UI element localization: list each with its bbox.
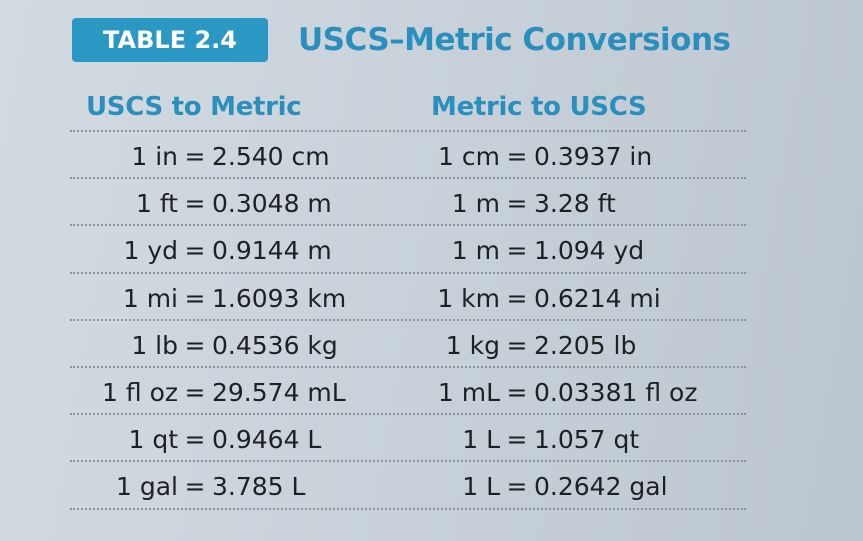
source-unit: 1 L (462, 425, 500, 455)
source-unit: 1 m (451, 236, 500, 266)
source-unit: 1 L (462, 472, 500, 502)
source-unit: 1 ft (135, 189, 178, 219)
converted-value: 3.785 L (212, 472, 306, 502)
equals-sign: = (184, 378, 206, 407)
column-header-uscs-to-metric: USCS to Metric (86, 92, 302, 122)
table-row: 1 in = 2.540 cm 1 cm = 0.3937 in (0, 142, 863, 188)
equals-sign: = (506, 236, 528, 266)
converted-value: 0.9464 L (212, 425, 322, 455)
row-divider (70, 177, 746, 180)
table-title: USCS–Metric Conversions (298, 22, 731, 58)
row-divider (70, 318, 746, 321)
converted-value: 0.6214 mi (534, 283, 661, 313)
uscs-to-metric-cell: 1 lb = 0.4536 kg (40, 330, 338, 360)
table-row: 1 fl oz = 29.574 mL 1 mL = 0.03381 fl oz (0, 378, 863, 424)
table-header: TABLE 2.4 USCS–Metric Conversions (72, 18, 731, 62)
equals-sign: = (184, 330, 206, 360)
source-unit: 1 lb (131, 330, 178, 360)
table-row: 1 lb = 0.4536 kg 1 kg = 2.205 lb (0, 331, 863, 377)
converted-value: 0.3048 m (212, 189, 332, 219)
row-divider (70, 130, 746, 132)
converted-value: 29.574 mL (212, 378, 346, 407)
uscs-to-metric-cell: 1 qt = 0.9464 L (40, 425, 321, 454)
metric-to-uscs-cell: 1 km = 0.6214 mi (390, 283, 661, 313)
converted-value: 0.9144 m (212, 236, 332, 266)
column-header-metric-to-uscs: Metric to USCS (431, 92, 647, 122)
converted-value: 0.3937 in (534, 142, 653, 171)
uscs-to-metric-cell: 1 ft = 0.3048 m (40, 189, 332, 218)
source-unit: 1 kg (445, 330, 500, 360)
uscs-to-metric-cell: 1 in = 2.540 cm (40, 142, 330, 171)
converted-value: 1.6093 km (212, 283, 347, 313)
equals-sign: = (184, 472, 206, 502)
converted-value: 3.28 ft (534, 189, 616, 219)
equals-sign: = (184, 189, 206, 219)
uscs-to-metric-cell: 1 gal = 3.785 L (40, 472, 305, 501)
metric-to-uscs-cell: 1 m = 1.094 yd (390, 236, 644, 265)
metric-to-uscs-cell: 1 m = 3.28 ft (390, 189, 616, 218)
row-divider (70, 460, 746, 463)
uscs-to-metric-cell: 1 fl oz = 29.574 mL (40, 378, 346, 407)
metric-to-uscs-cell: 1 mL = 0.03381 fl oz (390, 378, 698, 407)
equals-sign: = (506, 330, 528, 360)
row-divider (70, 271, 746, 274)
source-unit: 1 cm (438, 142, 500, 171)
source-unit: 1 fl oz (102, 378, 178, 407)
converted-value: 1.057 qt (534, 425, 640, 455)
equals-sign: = (184, 236, 206, 266)
row-divider (70, 366, 746, 368)
equals-sign: = (506, 378, 528, 407)
equals-sign: = (506, 425, 528, 455)
converted-value: 2.540 cm (212, 142, 330, 171)
converted-value: 0.03381 fl oz (534, 378, 698, 407)
metric-to-uscs-cell: 1 L = 0.2642 gal (390, 472, 668, 502)
equals-sign: = (506, 283, 528, 313)
equals-sign: = (184, 142, 206, 171)
row-divider (70, 507, 746, 510)
equals-sign: = (506, 142, 528, 171)
table-row: 1 mi = 1.6093 km 1 km = 0.6214 mi (0, 284, 863, 330)
converted-value: 0.4536 kg (212, 330, 338, 360)
converted-value: 0.2642 gal (534, 472, 668, 502)
row-divider (70, 413, 746, 416)
source-unit: 1 gal (116, 472, 178, 502)
equals-sign: = (506, 189, 528, 219)
equals-sign: = (184, 425, 206, 455)
metric-to-uscs-cell: 1 kg = 2.205 lb (390, 330, 637, 360)
source-unit: 1 in (131, 142, 178, 171)
source-unit: 1 mL (437, 378, 500, 407)
source-unit: 1 m (451, 189, 500, 219)
source-unit: 1 qt (128, 425, 178, 455)
source-unit: 1 yd (123, 236, 178, 266)
table-number-badge: TABLE 2.4 (72, 18, 268, 62)
uscs-to-metric-cell: 1 mi = 1.6093 km (40, 284, 346, 313)
equals-sign: = (184, 283, 206, 313)
metric-to-uscs-cell: 1 cm = 0.3937 in (390, 142, 652, 171)
converted-value: 2.205 lb (534, 330, 637, 360)
source-unit: 1 km (437, 283, 500, 313)
uscs-to-metric-cell: 1 yd = 0.9144 m (40, 236, 332, 266)
equals-sign: = (506, 472, 528, 502)
converted-value: 1.094 yd (534, 236, 645, 266)
row-divider (70, 224, 746, 227)
source-unit: 1 mi (122, 283, 178, 313)
metric-to-uscs-cell: 1 L = 1.057 qt (390, 425, 639, 454)
